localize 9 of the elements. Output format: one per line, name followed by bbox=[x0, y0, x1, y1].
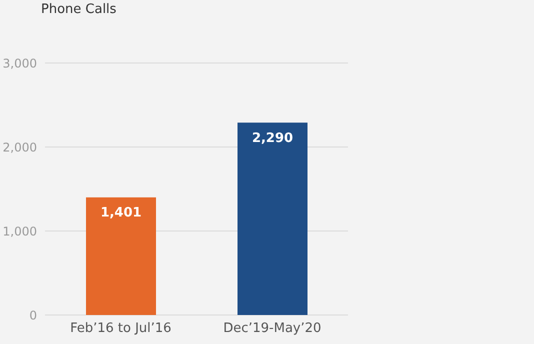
x-tick-label: Feb’16 to Jul’16 bbox=[70, 321, 172, 336]
data-label: 2,290 bbox=[252, 130, 294, 146]
chart-title: Phone Calls bbox=[41, 2, 116, 17]
data-label: 1,401 bbox=[100, 206, 142, 221]
y-tick-label: 2,000 bbox=[2, 140, 37, 154]
y-tick-label: 1,000 bbox=[2, 224, 37, 238]
y-tick-label: 3,000 bbox=[2, 56, 37, 70]
x-tick-label: Dec’19-May’20 bbox=[223, 321, 322, 336]
y-tick-label: 0 bbox=[29, 308, 37, 322]
